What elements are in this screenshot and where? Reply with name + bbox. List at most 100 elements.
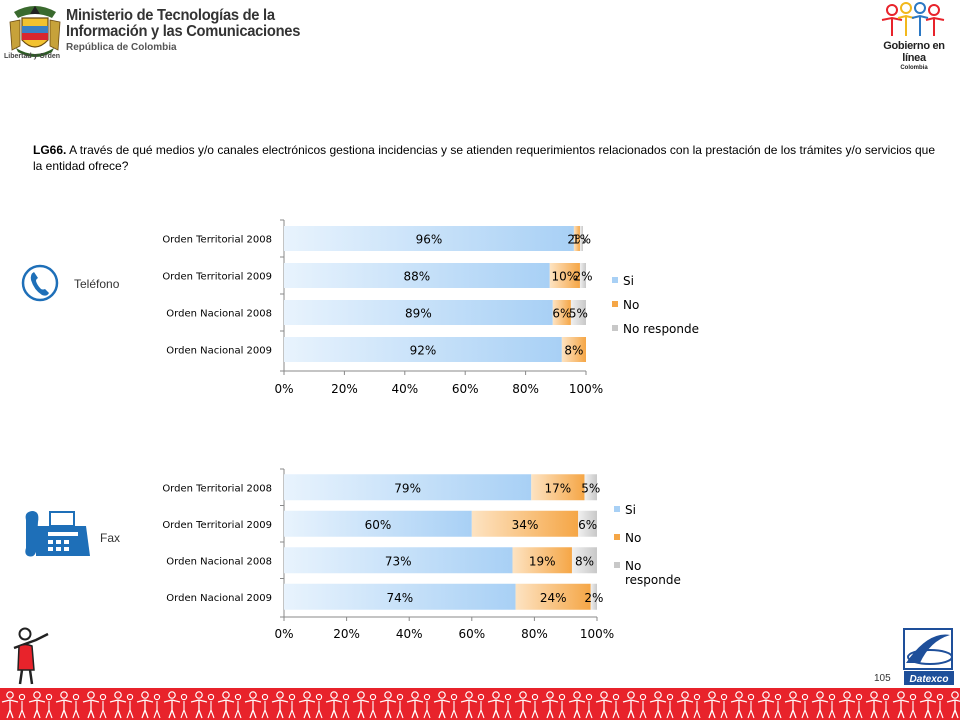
data-label: 5% — [581, 481, 600, 495]
legend-swatch-no — [614, 534, 620, 540]
ministry-title: Ministerio de Tecnologías de la Informac… — [66, 8, 320, 53]
x-tick-label: 80% — [521, 627, 548, 641]
data-label: 74% — [386, 591, 413, 605]
gel-title: Gobierno en línea — [883, 40, 945, 64]
data-label: 79% — [394, 481, 421, 495]
footer-figure-icon — [811, 691, 836, 719]
bar-segment-no — [561, 337, 586, 362]
footer-figure-icon — [109, 691, 134, 719]
data-label: 6% — [578, 518, 597, 532]
footer-figure-icon — [649, 691, 674, 719]
legend-label: Si — [623, 274, 634, 288]
x-tick-label: 20% — [331, 382, 358, 396]
footer-figure-icon — [622, 691, 647, 719]
footer-figure-icon — [298, 691, 323, 719]
footer-figure-icon — [865, 691, 890, 719]
bar-segment-no-responde — [578, 510, 597, 537]
gobierno-en-linea-text: Gobierno en línea Colombia — [876, 40, 952, 71]
footer-figure-icon — [244, 691, 269, 719]
ministry-title-line1: Ministerio de Tecnologías de la — [66, 7, 275, 24]
bar-segment-si — [284, 510, 472, 537]
data-label: 19% — [529, 554, 556, 568]
legend-label: responde — [625, 573, 681, 587]
footer-figure-icon — [919, 691, 944, 719]
data-label: 8% — [575, 554, 594, 568]
footer-figure-icon — [163, 691, 188, 719]
question-body: A través de qué medios y/o canales elect… — [33, 143, 935, 173]
bar-segment-si — [284, 474, 532, 501]
category-label: Orden Nacional 2009 — [166, 593, 272, 604]
footer-figure-icon — [730, 691, 755, 719]
question-code: LG66. — [33, 143, 67, 157]
footer-figure-icon — [487, 691, 512, 719]
legend-swatch-si — [614, 506, 620, 512]
footer-figure-icon — [136, 691, 161, 719]
x-tick-label: 60% — [458, 627, 485, 641]
datexco-logo-icon: Datexco — [903, 628, 954, 685]
footer-figure-icon — [757, 691, 782, 719]
footer-figure-icon — [1, 691, 26, 719]
footer-figure-icon — [514, 691, 539, 719]
telefono-label: Teléfono — [74, 277, 120, 291]
footer-figure-icon — [271, 691, 296, 719]
data-label: 73% — [385, 554, 412, 568]
data-label: 2% — [584, 591, 603, 605]
data-label: 88% — [404, 270, 431, 284]
bar-segment-si — [284, 337, 562, 362]
data-label: 92% — [410, 344, 437, 358]
data-label: 1% — [572, 233, 591, 247]
colombia-coat-of-arms-icon — [9, 6, 61, 57]
bar-segment-si — [284, 226, 574, 251]
footer-figure-icon — [838, 691, 863, 719]
category-label: Orden Nacional 2008 — [166, 556, 272, 567]
gel-country: Colombia — [900, 65, 928, 71]
page-number: 105 — [874, 673, 891, 684]
data-label: 6% — [552, 307, 571, 321]
footer-figure-icon — [676, 691, 701, 719]
bar-segment-no-responde — [584, 474, 597, 501]
footer-figure-icon — [541, 691, 566, 719]
legend-swatch-no-responde — [612, 325, 618, 331]
category-label: Orden Territorial 2008 — [162, 483, 272, 494]
fax-label: Fax — [100, 531, 121, 545]
footer-figure-icon — [406, 691, 431, 719]
footer-figure-icon — [892, 691, 917, 719]
x-tick-label: 60% — [452, 382, 479, 396]
footer-figure-icon — [460, 691, 485, 719]
bar-segment-no-responde — [590, 583, 597, 610]
category-label: Orden Territorial 2008 — [162, 235, 272, 246]
data-label: 60% — [365, 518, 392, 532]
footer-band — [0, 688, 960, 720]
footer-figure-icon — [703, 691, 728, 719]
legend-swatch-no-responde — [614, 562, 620, 568]
x-tick-label: 20% — [333, 627, 360, 641]
bar-segment-si — [284, 300, 553, 325]
footer-figure-icon — [379, 691, 404, 719]
bar-segment-si — [284, 583, 516, 610]
data-label: 10% — [552, 270, 579, 284]
legend-swatch-si — [612, 277, 618, 283]
ministry-title-line2: Información y las Comunicaciones — [66, 23, 301, 40]
person-mascot-icon — [13, 627, 49, 685]
x-tick-label: 80% — [512, 382, 539, 396]
footer-figure-icon — [568, 691, 593, 719]
footer-figure-icon — [352, 691, 377, 719]
motto-text: Libertad y Orden — [4, 53, 61, 60]
footer-figures-pattern — [1, 691, 960, 719]
telephone-icon — [21, 264, 59, 302]
category-label: Orden Territorial 2009 — [162, 520, 272, 531]
data-label: 2% — [573, 270, 592, 284]
x-tick-label: 100% — [569, 382, 603, 396]
bar-segment-no-responde — [571, 547, 597, 574]
legend-label: No — [625, 531, 641, 545]
data-label: 8% — [564, 344, 583, 358]
legend-label: No — [625, 559, 641, 573]
chart-2: 0% 20% 40% 60% 80% 100% Orden Territorial 2008… — [162, 468, 681, 641]
footer-figure-icon — [190, 691, 215, 719]
footer-figure-icon — [784, 691, 809, 719]
bar-segment-no — [573, 226, 580, 251]
x-tick-label: 100% — [580, 627, 614, 641]
footer-figure-icon — [946, 691, 960, 719]
bar-segment-no — [471, 510, 579, 537]
footer-figure-icon — [595, 691, 620, 719]
